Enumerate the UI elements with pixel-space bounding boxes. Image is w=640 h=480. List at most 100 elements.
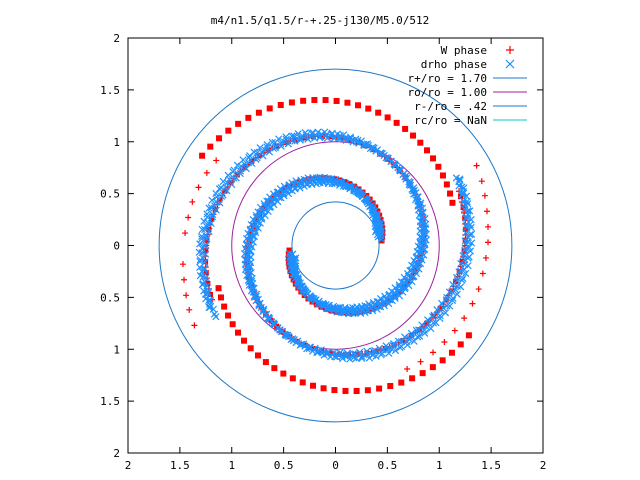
drho-point	[311, 344, 319, 352]
drho-point	[457, 267, 465, 275]
w-point	[376, 385, 383, 392]
x-tick-label: 1.5	[170, 459, 190, 472]
drho-point	[294, 130, 302, 138]
drho-point	[243, 271, 251, 280]
w-point	[288, 99, 295, 106]
w-point	[437, 305, 443, 311]
drho-point	[391, 284, 399, 292]
x-tick-label: 2	[125, 459, 132, 472]
w-point	[235, 120, 242, 127]
drho-point	[246, 152, 254, 160]
reference-circles	[158, 68, 513, 423]
drho-point	[464, 262, 472, 270]
w-point	[277, 102, 284, 109]
w-point	[439, 357, 446, 364]
drho-point	[219, 177, 227, 186]
drho-point	[412, 326, 421, 335]
drho-point	[462, 269, 470, 278]
drho-point	[438, 299, 446, 308]
drho-point	[256, 208, 264, 217]
w-point	[179, 261, 186, 268]
drho-point	[343, 349, 352, 357]
legend-marker-plus	[506, 46, 514, 54]
drho-point	[415, 265, 423, 273]
w-point	[443, 181, 450, 188]
drho-point	[397, 278, 406, 286]
w-point	[378, 217, 384, 223]
drho-point	[306, 343, 315, 351]
w-point	[331, 387, 338, 394]
w-point	[485, 239, 492, 246]
w-point	[478, 178, 485, 185]
drho-point	[406, 335, 414, 344]
w-point	[289, 375, 296, 382]
drho-point	[389, 340, 398, 348]
drho-point	[236, 167, 245, 175]
x-tick-label: 1	[228, 459, 235, 472]
drho-point	[204, 289, 212, 298]
drho-point	[464, 207, 472, 215]
w-point	[207, 143, 214, 150]
w-point	[181, 276, 188, 283]
legend-label: drho phase	[421, 58, 487, 71]
y-tick-label: 1.5	[100, 395, 120, 408]
drho-point	[459, 274, 467, 283]
drho-point	[462, 192, 471, 200]
legend-label: r+/ro = 1.70	[408, 72, 487, 85]
w-point	[461, 315, 468, 322]
drho-point	[422, 236, 430, 244]
drho-point	[241, 250, 249, 258]
reference-circle	[291, 201, 380, 290]
w-point	[182, 230, 189, 237]
w-point	[365, 105, 372, 112]
drho-point	[205, 303, 213, 312]
w-point	[393, 119, 400, 126]
drho-point	[466, 207, 474, 215]
w-point	[300, 97, 307, 104]
w-point	[292, 137, 298, 143]
w-point	[404, 365, 411, 372]
drho-point	[264, 197, 273, 205]
drho-point	[399, 288, 407, 296]
w-point	[364, 387, 371, 394]
w-point	[441, 338, 448, 345]
w-point	[457, 341, 464, 348]
w-point	[430, 155, 437, 162]
w-point	[183, 292, 190, 299]
drho-point	[265, 148, 274, 156]
drho-point	[448, 296, 457, 305]
w-point	[225, 312, 232, 319]
w-point	[465, 332, 472, 339]
drho-point	[349, 138, 357, 146]
drho-point	[211, 202, 219, 210]
drho-point	[356, 348, 364, 356]
drho-point	[458, 183, 466, 191]
drho-point	[406, 178, 414, 187]
w-point	[419, 370, 426, 377]
y-tick-label: 1.5	[100, 84, 120, 97]
drho-point	[300, 182, 308, 190]
w-point	[310, 345, 316, 352]
drho-point	[198, 225, 206, 234]
drho-point	[415, 332, 424, 340]
drho-point	[233, 161, 242, 169]
drho-point	[203, 213, 212, 221]
w-point	[447, 190, 454, 197]
legend-label: ro/ro = 1.00	[408, 86, 487, 99]
drho-point	[385, 290, 394, 298]
y-tick-label: 0	[113, 240, 120, 253]
drho-point	[468, 239, 476, 247]
drho-point	[430, 311, 438, 319]
legend-label: r-/ro = .42	[414, 100, 487, 113]
w-point	[262, 359, 269, 366]
w-point	[353, 388, 360, 395]
drho-point	[418, 321, 426, 329]
drho-point	[198, 281, 207, 289]
drho-point	[460, 184, 468, 192]
w-point	[402, 125, 409, 132]
drho-point	[263, 140, 271, 149]
w-point	[469, 300, 476, 307]
tick-labels: 2 1.5 1 0.5 0 0.5 1 1.5 221.510.500.511.52	[100, 32, 546, 472]
w-point	[205, 280, 211, 287]
